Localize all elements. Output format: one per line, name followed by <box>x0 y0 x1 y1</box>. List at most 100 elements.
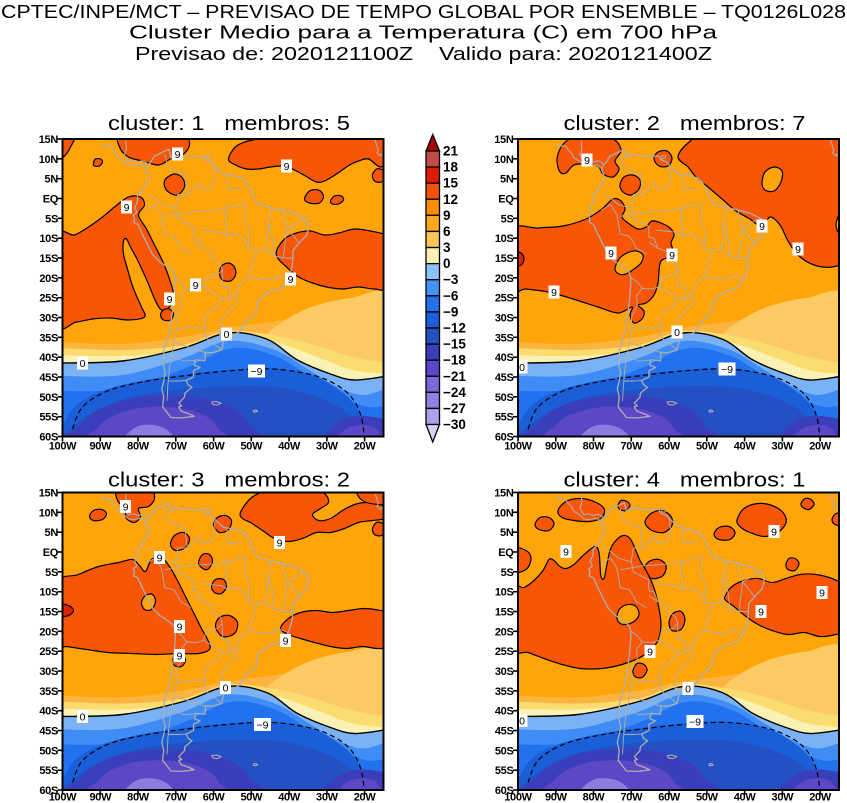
svg-text:20S: 20S <box>495 273 514 285</box>
svg-text:25S: 25S <box>495 293 514 305</box>
svg-text:−9: −9 <box>257 719 269 731</box>
svg-text:40W: 40W <box>278 792 301 803</box>
svg-text:60S: 60S <box>495 785 514 797</box>
svg-text:9: 9 <box>759 221 765 233</box>
svg-text:9: 9 <box>283 635 289 647</box>
svg-text:45S: 45S <box>39 726 58 738</box>
svg-text:70W: 70W <box>620 441 643 453</box>
svg-text:−9: −9 <box>721 364 733 376</box>
svg-text:100W: 100W <box>49 441 77 453</box>
svg-text:70W: 70W <box>165 792 188 803</box>
svg-text:20S: 20S <box>39 626 58 638</box>
svg-text:−21: −21 <box>443 369 466 384</box>
svg-text:9: 9 <box>193 280 199 292</box>
svg-text:15N: 15N <box>39 134 59 146</box>
svg-text:50S: 50S <box>495 745 514 757</box>
svg-text:10N: 10N <box>39 507 59 519</box>
svg-text:55S: 55S <box>39 765 58 777</box>
svg-text:5S: 5S <box>501 567 514 579</box>
svg-text:cluster: 1 membros: 5: cluster: 1 membros: 5 <box>108 113 350 135</box>
svg-text:45S: 45S <box>495 372 514 384</box>
svg-text:5S: 5S <box>45 567 58 579</box>
svg-text:9: 9 <box>277 537 283 549</box>
svg-text:15S: 15S <box>495 253 514 265</box>
svg-text:50W: 50W <box>696 792 719 803</box>
svg-text:30W: 30W <box>316 792 339 803</box>
svg-text:80W: 80W <box>127 792 150 803</box>
svg-text:80W: 80W <box>127 441 150 453</box>
svg-text:30W: 30W <box>772 441 795 453</box>
svg-text:40W: 40W <box>278 441 301 453</box>
svg-text:40S: 40S <box>495 706 514 718</box>
svg-text:20S: 20S <box>39 273 58 285</box>
svg-text:0: 0 <box>519 715 525 727</box>
svg-text:10S: 10S <box>39 233 58 245</box>
svg-text:9: 9 <box>584 155 590 167</box>
svg-text:25S: 25S <box>39 293 58 305</box>
svg-text:9: 9 <box>551 287 557 299</box>
svg-text:9: 9 <box>124 202 130 214</box>
svg-text:−3: −3 <box>443 272 459 287</box>
svg-text:0: 0 <box>80 358 86 370</box>
svg-text:100W: 100W <box>49 792 77 803</box>
svg-text:50S: 50S <box>495 392 514 404</box>
svg-text:100W: 100W <box>504 792 532 803</box>
svg-text:55S: 55S <box>495 412 514 424</box>
svg-text:EQ: EQ <box>43 194 59 206</box>
svg-text:9: 9 <box>758 606 764 618</box>
svg-text:80W: 80W <box>583 792 606 803</box>
svg-text:70W: 70W <box>620 792 643 803</box>
svg-text:cluster: 4 membros: 1: cluster: 4 membros: 1 <box>564 470 806 492</box>
svg-text:90W: 90W <box>89 792 112 803</box>
svg-text:12: 12 <box>443 192 458 207</box>
svg-text:90W: 90W <box>545 792 568 803</box>
svg-text:−9: −9 <box>689 716 701 728</box>
svg-text:9: 9 <box>608 248 614 260</box>
svg-text:35S: 35S <box>495 686 514 698</box>
svg-text:55S: 55S <box>495 765 514 777</box>
svg-text:40W: 40W <box>734 441 757 453</box>
svg-text:9: 9 <box>177 621 183 633</box>
svg-text:9: 9 <box>771 526 777 538</box>
svg-text:0: 0 <box>519 362 525 374</box>
svg-text:Previsao de: 2020121100Z Va: Previsao de: 2020121100Z Valido para: 20… <box>135 44 712 64</box>
svg-text:−9: −9 <box>251 366 263 378</box>
svg-text:30W: 30W <box>316 441 339 453</box>
svg-text:20W: 20W <box>354 441 377 453</box>
svg-text:−6: −6 <box>443 288 459 303</box>
svg-text:60S: 60S <box>495 432 514 444</box>
svg-text:9: 9 <box>795 244 801 256</box>
svg-text:0: 0 <box>443 256 451 271</box>
svg-text:5N: 5N <box>45 174 59 186</box>
svg-text:50S: 50S <box>39 745 58 757</box>
svg-text:21: 21 <box>443 144 459 159</box>
svg-text:25S: 25S <box>495 646 514 658</box>
svg-text:−30: −30 <box>443 417 466 432</box>
svg-text:40S: 40S <box>39 352 58 364</box>
svg-text:90W: 90W <box>89 441 112 453</box>
svg-text:9: 9 <box>669 250 675 262</box>
svg-text:20W: 20W <box>809 441 832 453</box>
svg-text:40S: 40S <box>39 706 58 718</box>
svg-text:9: 9 <box>647 646 653 658</box>
svg-text:100W: 100W <box>504 441 532 453</box>
svg-text:0: 0 <box>224 329 230 341</box>
svg-text:80W: 80W <box>583 441 606 453</box>
svg-text:0: 0 <box>80 711 86 723</box>
svg-text:0: 0 <box>685 683 691 695</box>
svg-text:9: 9 <box>157 552 163 564</box>
svg-text:−24: −24 <box>443 385 466 400</box>
svg-text:10N: 10N <box>494 154 514 166</box>
svg-text:3: 3 <box>443 240 451 255</box>
svg-text:15S: 15S <box>39 253 58 265</box>
svg-text:30S: 30S <box>495 666 514 678</box>
svg-text:30S: 30S <box>39 666 58 678</box>
svg-text:10N: 10N <box>39 154 59 166</box>
svg-text:50W: 50W <box>240 792 263 803</box>
svg-text:9: 9 <box>443 208 451 223</box>
svg-text:0: 0 <box>223 682 229 694</box>
svg-text:60S: 60S <box>39 432 58 444</box>
svg-text:15: 15 <box>443 176 459 191</box>
svg-text:5N: 5N <box>45 527 59 539</box>
svg-text:9: 9 <box>563 546 569 558</box>
